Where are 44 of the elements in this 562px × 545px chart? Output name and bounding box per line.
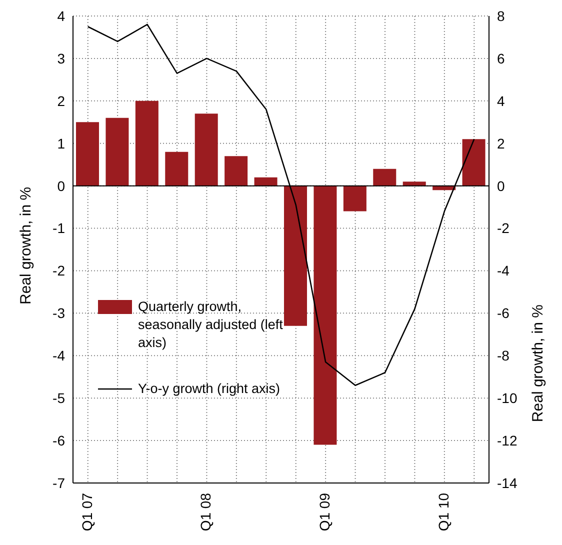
y-tick-label: -5 [52,390,66,406]
bar [135,100,158,186]
legend-label: Y-o-y growth (right axis) [138,380,280,398]
bar [314,186,337,445]
y2-tick-label: -10 [497,390,518,406]
y2-tick-label: -6 [497,305,510,322]
y-tick-label: 1 [57,135,66,152]
x-tick-label: Q1 07 [78,492,95,532]
y2-tick-label: -12 [497,432,518,449]
bar [76,122,99,186]
y2-tick-label: -4 [497,262,510,279]
x-tick-label: Q1 09 [316,492,333,532]
bar [165,152,188,186]
y-tick-label: -1 [52,220,66,236]
y2-tick-label: 4 [497,92,505,109]
y2-tick-label: 6 [497,50,505,66]
y2-axis-title: Real growth, in % [529,304,546,422]
bar [343,186,366,212]
bar [373,168,396,186]
bar [224,156,248,186]
y2-tick-label: 0 [497,178,505,194]
y2-tick-label: 8 [497,8,505,24]
bar [462,139,486,186]
y-tick-label: 3 [57,50,66,66]
y2-tick-label: -14 [497,474,518,491]
y-tick-label: -4 [52,348,66,364]
y-tick-label: -7 [52,474,66,491]
y-tick-label: -3 [52,305,66,322]
y-axis-title: Real growth, in % [17,186,34,304]
y2-tick-label: -8 [497,348,510,364]
y-tick-label: -2 [52,262,66,279]
bar [254,177,278,186]
legend-label: Quarterly growth, seasonally adjusted (left axis) [138,298,283,352]
y2-tick-label: 2 [497,135,505,152]
bar [106,118,129,186]
y-tick-label: 4 [57,8,66,24]
y-tick-label: 0 [57,178,66,194]
x-tick-label: Q1 10 [435,492,452,532]
bar [194,114,218,186]
bar [284,186,307,326]
y-tick-label: -6 [52,432,66,449]
x-tick-label: Q1 08 [198,492,214,532]
y2-tick-label: -2 [497,220,510,236]
y-tick-label: 2 [57,92,66,109]
